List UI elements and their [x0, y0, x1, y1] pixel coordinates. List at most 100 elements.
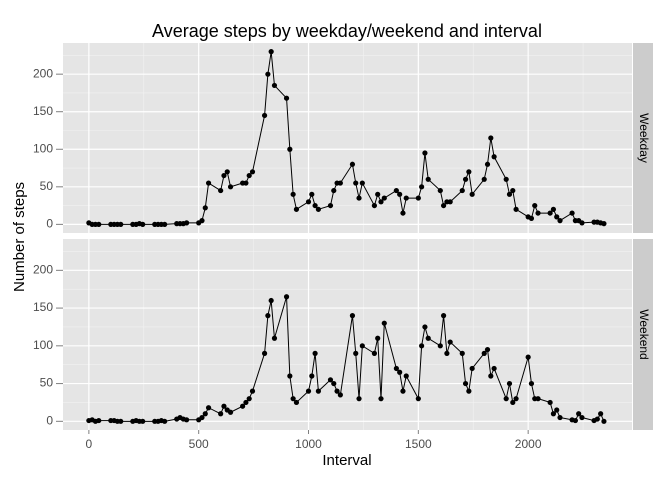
data-point	[415, 396, 421, 402]
data-point	[466, 388, 472, 394]
data-point	[118, 221, 124, 227]
data-point	[118, 418, 124, 424]
data-point	[469, 191, 475, 197]
data-point	[422, 324, 428, 330]
data-point	[283, 294, 290, 300]
data-point	[400, 388, 406, 394]
data-point	[403, 373, 409, 379]
data-point	[557, 218, 563, 224]
data-point	[393, 187, 399, 194]
data-point	[265, 71, 271, 77]
data-point	[447, 199, 453, 205]
data-point	[205, 405, 212, 411]
data-point	[437, 343, 443, 349]
facet-label: Weekend	[637, 309, 651, 359]
data-point	[309, 373, 315, 379]
facet-strip	[633, 239, 653, 430]
data-point	[371, 350, 378, 356]
x-tick-label: 1000	[295, 437, 322, 451]
data-point	[503, 396, 509, 402]
data-point	[440, 202, 447, 209]
data-point	[243, 399, 249, 406]
data-point	[184, 417, 190, 423]
data-point	[484, 161, 491, 167]
y-tick-label: 50	[40, 179, 54, 193]
data-point	[425, 176, 431, 182]
data-point	[419, 184, 425, 190]
data-point	[218, 187, 224, 194]
data-point	[601, 221, 607, 227]
data-point	[576, 411, 582, 417]
data-point	[598, 411, 604, 417]
data-point	[422, 150, 428, 156]
data-point	[224, 169, 230, 175]
data-point	[271, 335, 278, 341]
data-point	[140, 418, 146, 424]
data-point	[331, 187, 337, 194]
x-tick-label: 1500	[405, 437, 432, 451]
data-point	[290, 396, 296, 402]
data-point	[375, 191, 381, 197]
y-tick-label: 0	[46, 217, 53, 231]
data-point	[293, 399, 300, 406]
data-point	[227, 409, 234, 415]
data-point	[579, 220, 585, 226]
data-point	[162, 221, 168, 227]
data-point	[400, 210, 406, 216]
data-point	[528, 215, 535, 221]
x-tick-label: 2000	[515, 437, 542, 451]
data-point	[287, 373, 293, 379]
data-point	[227, 184, 234, 190]
y-tick-label: 100	[33, 141, 53, 155]
data-point	[437, 187, 443, 194]
data-point	[466, 169, 472, 175]
data-point	[261, 350, 268, 356]
data-point	[375, 335, 381, 341]
data-point	[327, 377, 334, 383]
data-point	[419, 343, 425, 349]
data-point	[268, 49, 274, 55]
data-point	[440, 313, 447, 319]
data-point	[550, 206, 557, 212]
data-point	[601, 418, 607, 424]
chart-title: Average steps by weekday/weekend and int…	[152, 21, 542, 41]
data-point	[525, 354, 531, 360]
data-point	[425, 335, 431, 341]
data-point	[315, 388, 321, 394]
x-tick-label: 0	[86, 437, 93, 451]
data-point	[261, 112, 268, 119]
data-point	[594, 416, 600, 422]
data-point	[462, 380, 469, 387]
data-point	[579, 414, 585, 421]
y-tick-label: 200	[33, 66, 53, 80]
data-point	[199, 218, 205, 224]
data-point	[481, 176, 487, 182]
data-point	[162, 418, 168, 424]
y-tick-label: 0	[46, 413, 53, 427]
y-tick-label: 150	[33, 104, 53, 118]
data-point	[359, 180, 365, 186]
data-point	[554, 407, 560, 413]
data-point	[290, 191, 296, 197]
data-point	[378, 396, 384, 402]
data-point	[459, 350, 465, 356]
panel-background	[63, 43, 632, 233]
data-point	[481, 350, 487, 356]
data-point	[312, 350, 318, 356]
data-point	[243, 180, 249, 186]
data-point	[503, 176, 509, 182]
data-point	[283, 95, 290, 101]
y-axis-label: Number of steps	[11, 182, 28, 292]
facet-label: Weekday	[637, 113, 651, 163]
data-point	[331, 380, 337, 387]
data-point	[334, 388, 340, 394]
data-point	[356, 195, 362, 201]
data-point	[202, 411, 208, 417]
data-point	[371, 202, 378, 209]
data-point	[287, 146, 293, 152]
data-point	[378, 199, 384, 205]
data-point	[309, 191, 315, 197]
data-point	[356, 396, 362, 402]
data-point	[569, 210, 575, 216]
